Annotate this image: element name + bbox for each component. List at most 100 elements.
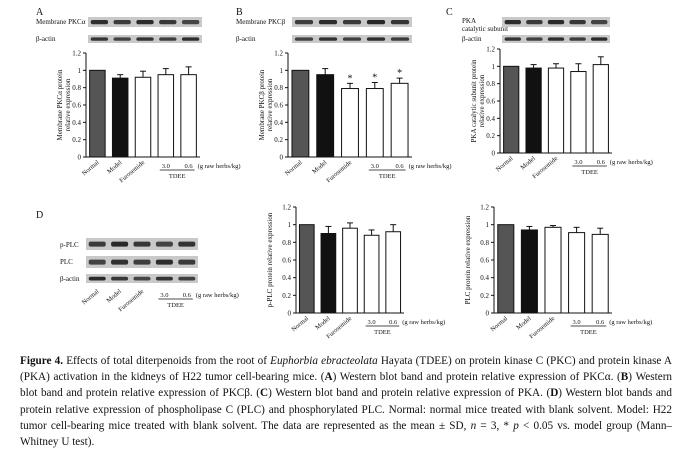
blot-b-target-band — [390, 20, 410, 25]
blot-tdee-label: TDEE — [167, 302, 184, 309]
caption-intro: Effects of total diterpenoids from the r… — [66, 355, 271, 367]
y-tick-label: 0.6 — [274, 102, 283, 110]
y-tick-label: 0 — [288, 310, 292, 318]
caption-tag-d: D — [550, 387, 559, 400]
bar — [363, 234, 380, 314]
y-tick-label: 0.6 — [72, 102, 81, 110]
significance-star: * — [397, 68, 402, 79]
y-tick-label: 1 — [492, 63, 496, 71]
bar — [157, 74, 175, 158]
blot-a-actin-band — [90, 37, 109, 41]
blot-label: PKA catalytic subunit — [462, 17, 508, 33]
y-tick-label: 1.2 — [486, 46, 495, 54]
blot-label: p-PLC — [60, 241, 79, 249]
blot-d-actin-band — [88, 276, 106, 281]
y-axis-label: p-PLC protein relative expression — [266, 212, 274, 307]
y-tick-label: 0.2 — [480, 292, 489, 300]
y-tick-label: 0.6 — [282, 257, 291, 265]
y-tick-label: 0.6 — [480, 257, 489, 265]
x-category-label: Model — [314, 315, 332, 331]
bar — [89, 69, 106, 158]
bar — [134, 76, 152, 158]
caption-text-d: ) Western blot bands and protein relativ… — [20, 387, 672, 432]
y-tick-label: 0.4 — [480, 274, 489, 282]
bar — [503, 65, 520, 154]
blot-a-target-band — [159, 20, 177, 25]
caption-text-end: < 0.05 vs. model group (Mann–Whitney U t… — [20, 419, 673, 449]
dose-label: 3.0 — [574, 159, 582, 166]
blot-dose-label: 0.6 — [183, 292, 192, 299]
y-tick-label: 0.8 — [282, 239, 291, 247]
caption-text-a: ) Western blot band and protein relative… — [332, 371, 621, 384]
x-category-label: Furosemide — [528, 315, 556, 340]
blot-b-actin-band — [342, 37, 362, 41]
y-tick-label: 0.4 — [486, 115, 495, 123]
blot-b-target-band — [294, 20, 314, 25]
significance-star: * — [348, 73, 353, 84]
tdee-label: TDEE — [169, 173, 186, 180]
y-axis-label: PKA catalytic subunit proteinrelative ex… — [470, 59, 486, 143]
caption-text-1: Hayata (TDEE) on protein kinase C (PKC) … — [20, 355, 673, 384]
y-tick-label: 1 — [288, 221, 292, 229]
x-category-label: Model — [311, 159, 329, 175]
caption-n: n — [470, 419, 477, 432]
blot-b-target-band — [366, 20, 386, 25]
dose-unit-label: (g raw herbs/kg) — [402, 319, 445, 326]
bar — [568, 232, 586, 314]
dose-label: 3.0 — [368, 319, 376, 326]
x-category-label: Model — [515, 315, 533, 331]
y-tick-label: 1.2 — [282, 204, 291, 212]
bar — [390, 82, 409, 158]
caption-text-c: ) Western blot band and protein relative… — [268, 387, 551, 400]
blot-c-target-band — [526, 20, 543, 25]
caption-species: Euphorbia ebracteolata — [270, 355, 378, 367]
y-tick-label: 0.8 — [274, 84, 283, 92]
dose-label: 3.0 — [162, 163, 170, 170]
y-tick-label: 1 — [78, 67, 82, 75]
caption-tag-b: B — [620, 371, 629, 384]
tdee-label: TDEE — [374, 329, 391, 336]
blot-label: β-actin — [36, 35, 56, 43]
dose-unit-label: (g raw herbs/kg) — [610, 159, 653, 166]
bar — [342, 227, 358, 314]
blot-d-plc-band — [155, 259, 173, 265]
dose-label: 0.6 — [396, 163, 405, 170]
blot-a-target-band — [90, 20, 109, 25]
bar — [385, 231, 402, 314]
y-tick-label: 1 — [486, 221, 490, 229]
panel-letter-c: C — [446, 7, 453, 18]
y-axis-label: Membrane PKCβ proteinrelative expression — [258, 69, 274, 140]
blot-d-pplc-band — [111, 241, 129, 247]
y-tick-label: 0.2 — [72, 136, 81, 144]
y-tick-label: 0.2 — [282, 292, 291, 300]
y-axis-label: PLC protein relative expression — [464, 215, 472, 304]
x-category-label: Normal — [489, 315, 509, 333]
y-tick-label: 0.4 — [274, 119, 283, 127]
bar — [591, 233, 609, 314]
blot-d-plc-band — [111, 259, 129, 265]
blot-a-actin-band — [136, 37, 154, 41]
caption-text-n: = 3, * — [476, 419, 514, 432]
y-tick-label: 0 — [486, 310, 490, 318]
blot-c-actin-band — [590, 37, 608, 41]
y-tick-label: 1.2 — [480, 204, 489, 212]
blot-a-actin-band — [159, 37, 177, 41]
dose-unit-label: (g raw herbs/kg) — [198, 163, 241, 170]
dose-label: 0.6 — [596, 319, 605, 326]
bar — [291, 69, 310, 158]
bar — [544, 226, 562, 314]
figure-caption: Figure 4. Effects of total diterpenoids … — [20, 353, 672, 450]
bar — [497, 224, 515, 314]
blot-b-target-band — [318, 20, 338, 25]
blot-d-actin-band — [178, 276, 196, 281]
dose-label: 3.0 — [371, 163, 379, 170]
blot-a-target-band — [136, 20, 154, 25]
blot-c-target-band — [590, 20, 608, 25]
blot-a-target-band — [181, 20, 200, 25]
y-tick-label: 0.2 — [486, 132, 495, 140]
blot-d-pplc-band — [155, 241, 173, 247]
blot-d-actin-band — [133, 276, 151, 281]
blot-label: β-actin — [60, 275, 80, 283]
blot-c-actin-band — [526, 37, 543, 41]
